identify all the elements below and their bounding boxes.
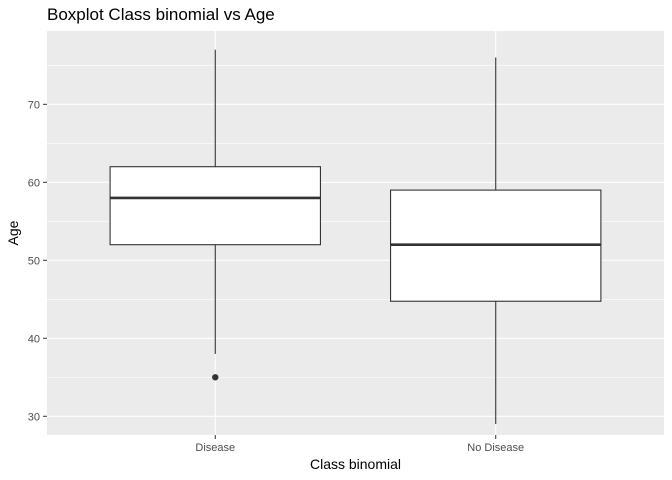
y-tick-label: 40 — [28, 333, 40, 345]
chart-title: Boxplot Class binomial vs Age — [47, 5, 275, 24]
box-group — [390, 57, 602, 425]
outlier-point — [212, 374, 219, 381]
box-group — [109, 49, 321, 381]
x-axis: Disease No Disease — [195, 435, 524, 454]
x-axis-title: Class binomial — [310, 456, 401, 472]
y-tick-label: 70 — [28, 99, 40, 111]
x-tick-label: No Disease — [467, 442, 524, 454]
y-axis-title: Age — [5, 220, 21, 245]
y-tick-label: 30 — [28, 411, 40, 423]
y-tick-label: 60 — [28, 177, 40, 189]
boxes — [109, 49, 602, 425]
box-iqr — [109, 166, 321, 246]
x-tick-label: Disease — [195, 442, 235, 454]
y-tick-label: 50 — [28, 255, 40, 267]
y-axis: 30 40 50 60 70 — [28, 99, 47, 423]
